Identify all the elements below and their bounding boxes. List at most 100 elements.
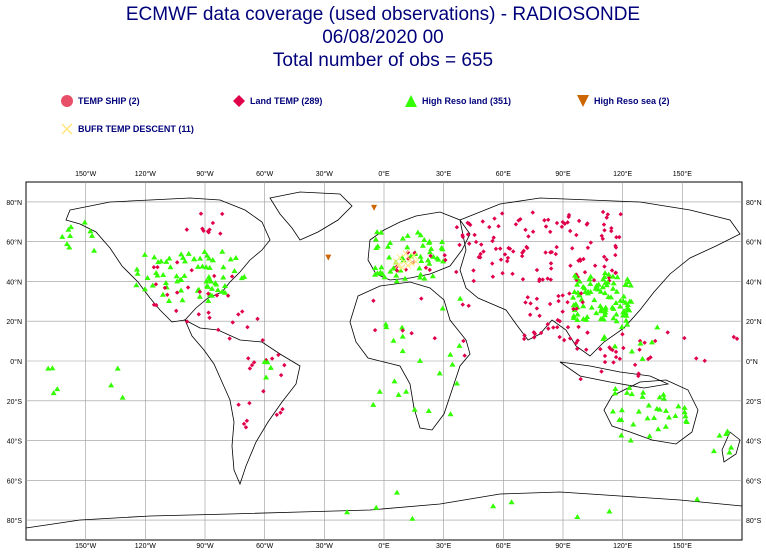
- lon-tick-label: 30°E: [436, 542, 452, 550]
- land-temp-marker: [617, 234, 622, 240]
- high-reso-land-marker: [640, 389, 647, 395]
- land-temp-marker: [502, 252, 508, 257]
- high-reso-land-marker: [612, 386, 619, 392]
- land-temp-marker: [276, 352, 281, 358]
- high-reso-land-marker: [609, 408, 616, 414]
- high-reso-land-marker: [613, 318, 620, 324]
- lat-tick-label: 40°S: [746, 438, 762, 446]
- land-temp-marker: [442, 253, 447, 258]
- world-map: 150°W 150°W 120°W 120°W 90°W 90°W 60°W 60°W 30°W…: [6, 170, 762, 550]
- land-temp-marker: [480, 219, 485, 224]
- high-reso-land-marker: [610, 285, 617, 291]
- land-temp-marker: [519, 253, 525, 259]
- high-reso-land-marker: [637, 340, 644, 346]
- high-reso-land-marker: [399, 333, 406, 339]
- land-temp-marker: [245, 324, 250, 330]
- land-temp-marker: [419, 296, 424, 301]
- land-temp-marker: [196, 312, 201, 317]
- high-reso-land-marker: [457, 295, 464, 301]
- land-temp-marker: [278, 410, 283, 415]
- high-reso-land-marker: [427, 249, 434, 255]
- land-temp-marker: [702, 358, 707, 363]
- land-temp-marker: [530, 229, 536, 234]
- high-reso-land-marker: [417, 357, 424, 363]
- high-reso-land-marker: [141, 251, 148, 257]
- land-temp-marker: [600, 236, 605, 242]
- high-reso-land-marker: [181, 258, 188, 264]
- land-temp-marker: [246, 356, 251, 361]
- high-reso-land-marker: [390, 265, 397, 271]
- high-reso-land-marker: [49, 365, 56, 371]
- lat-tick-label: 40°S: [7, 438, 23, 446]
- high-reso-land-marker: [163, 258, 170, 264]
- land-temp-marker: [578, 376, 583, 382]
- high-reso-land-marker: [675, 403, 682, 409]
- high-reso-land-marker: [383, 324, 390, 330]
- land-temp-marker: [241, 421, 247, 427]
- land-temp-marker: [537, 313, 542, 318]
- high-reso-land-marker: [490, 503, 497, 509]
- land-temp-marker: [548, 229, 553, 235]
- land-temp-marker: [197, 289, 203, 295]
- land-temp-marker: [602, 228, 607, 233]
- high-reso-land-marker: [208, 285, 215, 291]
- high-reso-land-marker: [593, 310, 600, 316]
- high-reso-land-marker: [159, 291, 166, 297]
- land-temp-marker: [151, 265, 157, 270]
- high-reso-land-marker: [214, 287, 221, 293]
- land-temp-marker: [261, 389, 266, 394]
- high-reso-land-marker: [232, 255, 239, 261]
- land-temp-marker: [490, 274, 496, 279]
- land-temp-marker: [613, 270, 618, 276]
- land-temp-marker: [694, 356, 699, 361]
- high-reso-land-marker: [426, 260, 433, 266]
- high-reso-land-marker: [429, 273, 436, 279]
- high-reso-land-marker: [646, 433, 653, 439]
- lat-tick-label: 20°N: [6, 318, 22, 326]
- land-temp-marker: [584, 347, 589, 352]
- land-temp-marker: [255, 316, 260, 322]
- bufr-temp-descent-marker: [406, 256, 414, 263]
- high-reso-land-marker: [418, 257, 425, 263]
- land-temp-marker: [454, 224, 460, 230]
- high-reso-land-marker: [710, 448, 717, 454]
- high-reso-land-marker: [570, 314, 577, 320]
- high-reso-land-marker: [572, 301, 579, 307]
- lon-tick-label: 120°E: [613, 170, 632, 178]
- high-reso-land-marker: [655, 426, 662, 432]
- cross-icon: [61, 123, 73, 135]
- land-temp-marker: [460, 302, 465, 307]
- land-temp-marker: [567, 336, 573, 341]
- lat-tick-label: 60°N: [746, 239, 762, 247]
- high-reso-land-marker: [610, 315, 617, 321]
- high-reso-land-marker: [660, 391, 667, 397]
- land-temp-marker: [613, 349, 619, 355]
- high-reso-land-marker: [417, 232, 424, 238]
- land-temp-marker: [214, 293, 220, 298]
- high-reso-land-marker: [377, 269, 384, 275]
- land-temp-marker: [491, 235, 496, 240]
- map-grid: [25, 181, 743, 541]
- land-temp-marker: [653, 338, 658, 344]
- high-reso-land-marker: [626, 307, 633, 313]
- high-reso-land-marker: [580, 316, 587, 322]
- high-reso-land-marker: [447, 411, 454, 417]
- high-reso-land-marker: [417, 253, 424, 259]
- high-reso-land-marker: [617, 303, 624, 309]
- land-temp-marker: [472, 232, 477, 238]
- high-reso-land-marker: [611, 343, 618, 349]
- land-temp-marker: [548, 261, 554, 266]
- high-reso-land-marker: [587, 273, 594, 279]
- land-temp-marker: [185, 285, 191, 290]
- high-reso-land-marker: [581, 285, 588, 291]
- land-temp-marker: [206, 230, 211, 235]
- high-reso-land-marker: [387, 239, 394, 245]
- greenland-coast: [269, 191, 353, 241]
- high-reso-land-marker: [723, 431, 730, 437]
- high-reso-land-marker: [571, 289, 578, 295]
- land-temp-marker: [372, 327, 378, 333]
- land-temp-marker: [555, 324, 560, 330]
- land-temp-marker: [599, 369, 604, 374]
- land-temp-marker: [479, 242, 484, 247]
- land-temp-marker: [492, 216, 497, 221]
